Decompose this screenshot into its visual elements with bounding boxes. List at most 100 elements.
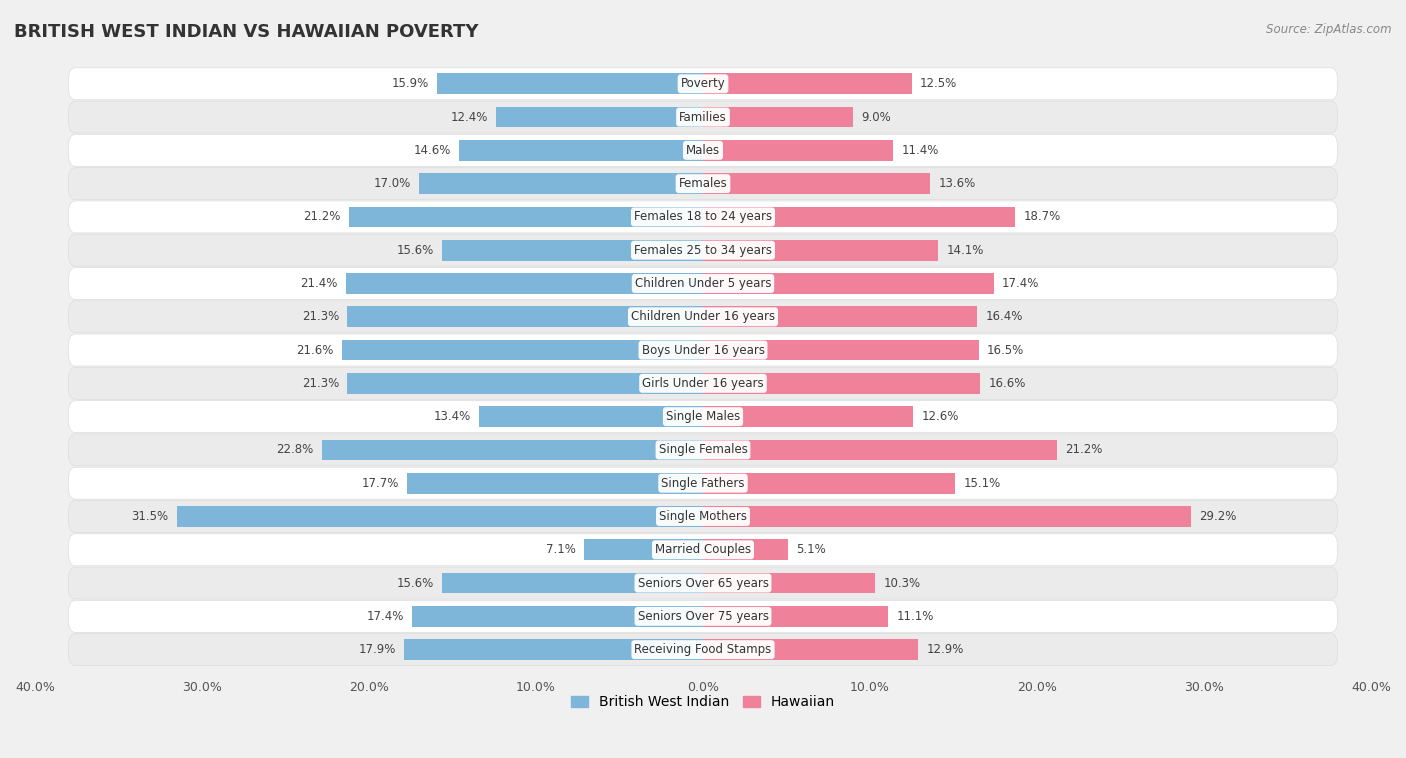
Text: 10.3%: 10.3% (883, 577, 921, 590)
Text: 14.1%: 14.1% (946, 244, 984, 257)
Bar (703, 174, 931, 194)
Text: 9.0%: 9.0% (862, 111, 891, 124)
Text: 15.6%: 15.6% (396, 244, 434, 257)
Bar (703, 340, 979, 360)
FancyBboxPatch shape (69, 201, 1337, 233)
Text: Families: Families (679, 111, 727, 124)
Text: 21.3%: 21.3% (302, 310, 339, 323)
Bar (703, 74, 911, 94)
Text: Receiving Food Stamps: Receiving Food Stamps (634, 643, 772, 656)
FancyBboxPatch shape (69, 368, 1337, 399)
Text: 11.4%: 11.4% (901, 144, 939, 157)
Bar (479, 406, 703, 427)
Text: 31.5%: 31.5% (131, 510, 169, 523)
Text: 16.4%: 16.4% (986, 310, 1022, 323)
Bar (703, 506, 1191, 527)
FancyBboxPatch shape (69, 600, 1337, 632)
Text: 17.9%: 17.9% (359, 643, 395, 656)
Text: Girls Under 16 years: Girls Under 16 years (643, 377, 763, 390)
Text: Single Females: Single Females (658, 443, 748, 456)
Text: 21.3%: 21.3% (302, 377, 339, 390)
Bar (703, 107, 853, 127)
Text: 12.9%: 12.9% (927, 643, 965, 656)
Bar (703, 606, 889, 627)
Legend: British West Indian, Hawaiian: British West Indian, Hawaiian (565, 690, 841, 715)
Bar (703, 473, 955, 493)
FancyBboxPatch shape (69, 168, 1337, 199)
Bar (177, 506, 703, 527)
Text: Boys Under 16 years: Boys Under 16 years (641, 343, 765, 356)
Bar (703, 573, 875, 594)
Bar (703, 373, 980, 393)
Text: Married Couples: Married Couples (655, 543, 751, 556)
Text: 16.5%: 16.5% (987, 343, 1024, 356)
Text: 21.2%: 21.2% (304, 211, 340, 224)
Bar (703, 406, 914, 427)
FancyBboxPatch shape (69, 401, 1337, 433)
Text: 29.2%: 29.2% (1199, 510, 1236, 523)
Bar (346, 273, 703, 294)
Text: 21.2%: 21.2% (1066, 443, 1102, 456)
Text: Seniors Over 75 years: Seniors Over 75 years (637, 610, 769, 623)
FancyBboxPatch shape (69, 268, 1337, 299)
Text: Single Mothers: Single Mothers (659, 510, 747, 523)
Bar (349, 207, 703, 227)
FancyBboxPatch shape (69, 101, 1337, 133)
Text: 22.8%: 22.8% (277, 443, 314, 456)
Text: 7.1%: 7.1% (546, 543, 576, 556)
Text: 12.4%: 12.4% (450, 111, 488, 124)
Text: 11.1%: 11.1% (897, 610, 934, 623)
Bar (460, 140, 703, 161)
Bar (703, 240, 938, 261)
Text: Males: Males (686, 144, 720, 157)
Text: 21.4%: 21.4% (299, 277, 337, 290)
Bar (585, 540, 703, 560)
Bar (322, 440, 703, 460)
Bar (347, 373, 703, 393)
Bar (408, 473, 703, 493)
Text: 17.4%: 17.4% (1002, 277, 1039, 290)
Text: 17.7%: 17.7% (361, 477, 399, 490)
Bar (703, 306, 977, 327)
Text: 13.6%: 13.6% (938, 177, 976, 190)
FancyBboxPatch shape (69, 634, 1337, 666)
Bar (703, 440, 1057, 460)
Text: Females: Females (679, 177, 727, 190)
Text: 12.6%: 12.6% (922, 410, 959, 423)
Text: Females 25 to 34 years: Females 25 to 34 years (634, 244, 772, 257)
Bar (443, 240, 703, 261)
Text: 15.6%: 15.6% (396, 577, 434, 590)
Bar (419, 174, 703, 194)
Text: Females 18 to 24 years: Females 18 to 24 years (634, 211, 772, 224)
FancyBboxPatch shape (69, 434, 1337, 466)
Text: 21.6%: 21.6% (297, 343, 333, 356)
Bar (347, 306, 703, 327)
Bar (703, 140, 893, 161)
Bar (496, 107, 703, 127)
FancyBboxPatch shape (69, 234, 1337, 266)
Bar (437, 74, 703, 94)
Text: 15.9%: 15.9% (392, 77, 429, 90)
Text: 16.6%: 16.6% (988, 377, 1026, 390)
Text: Source: ZipAtlas.com: Source: ZipAtlas.com (1267, 23, 1392, 36)
Text: BRITISH WEST INDIAN VS HAWAIIAN POVERTY: BRITISH WEST INDIAN VS HAWAIIAN POVERTY (14, 23, 478, 41)
Text: Single Males: Single Males (666, 410, 740, 423)
Text: 18.7%: 18.7% (1024, 211, 1062, 224)
Text: 5.1%: 5.1% (797, 543, 827, 556)
FancyBboxPatch shape (69, 134, 1337, 166)
Bar (342, 340, 703, 360)
Bar (703, 207, 1015, 227)
Text: 13.4%: 13.4% (433, 410, 471, 423)
Text: Seniors Over 65 years: Seniors Over 65 years (637, 577, 769, 590)
Bar (703, 639, 918, 660)
FancyBboxPatch shape (69, 500, 1337, 532)
Bar (703, 273, 994, 294)
Text: 15.1%: 15.1% (963, 477, 1001, 490)
Bar (443, 573, 703, 594)
Text: Single Fathers: Single Fathers (661, 477, 745, 490)
Text: Children Under 16 years: Children Under 16 years (631, 310, 775, 323)
FancyBboxPatch shape (69, 567, 1337, 599)
Text: Children Under 5 years: Children Under 5 years (634, 277, 772, 290)
Text: 17.0%: 17.0% (374, 177, 411, 190)
Bar (703, 540, 789, 560)
